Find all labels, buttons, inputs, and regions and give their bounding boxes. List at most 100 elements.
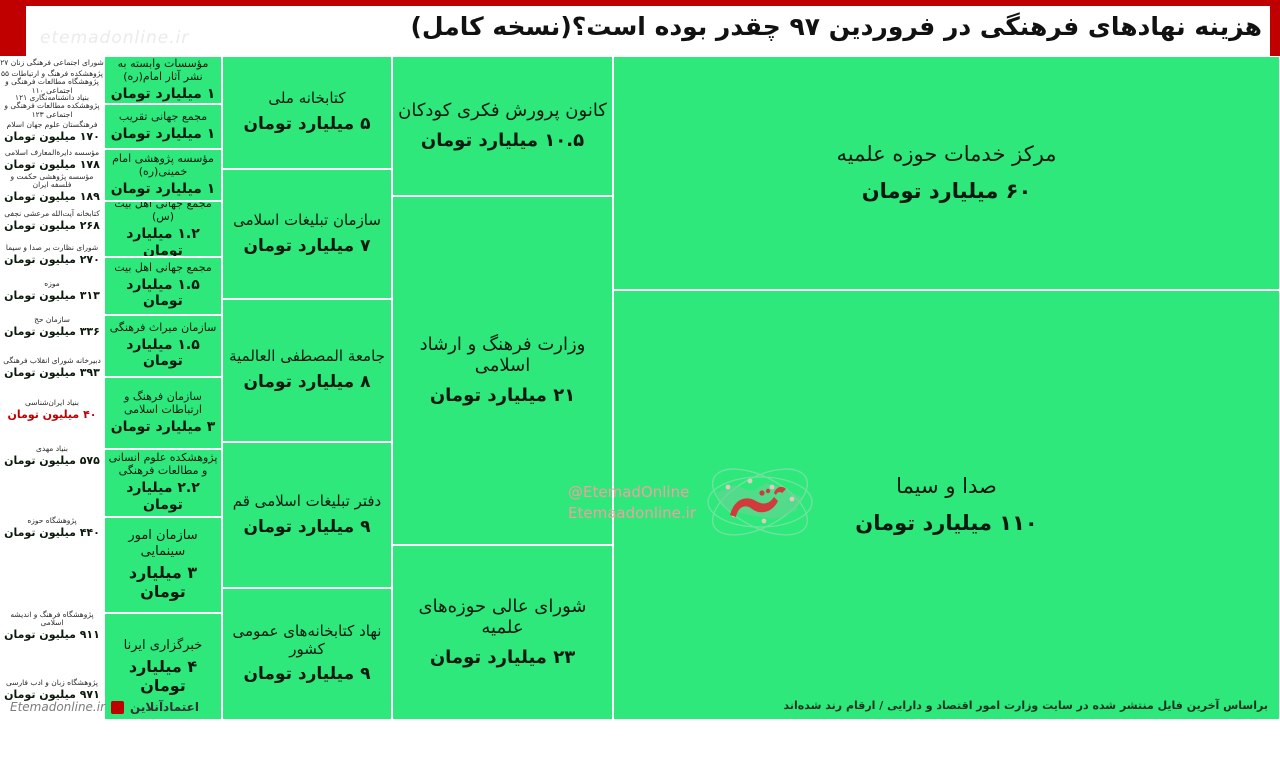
header-accent-right (1270, 6, 1280, 56)
footer-brand: Etemadonline.ir اعتمادآنلاین (10, 700, 199, 714)
list-item-label: دبیرخانه شورای انقلاب فرهنگی (3, 356, 101, 366)
list-item[interactable]: دبیرخانه شورای انقلاب فرهنگی ۳۹۳ میلیون … (0, 348, 104, 388)
list-item-value: ۹۷۱ میلیون تومان (4, 687, 100, 701)
list-item-label: پژوهشگاه مطالعات فرهنگی و اجتماعی ۱۱۰ (5, 76, 99, 95)
tile-value: ۱.۲ میلیارد تومان (126, 226, 200, 257)
treemap-tile[interactable]: کانون پرورش فکری کودکان ۱۰.۵ میلیارد توم… (392, 56, 613, 196)
treemap-tile[interactable]: مؤسسه پژوهشی امام خمینی(ره) ۱ میلیارد تو… (104, 149, 222, 201)
list-item-value: ۲۷۰ میلیون تومان (4, 252, 100, 266)
treemap-tile[interactable]: مجمع جهانی اهل بیت ۱.۵ میلیارد تومان (104, 257, 222, 315)
treemap-tile[interactable]: سازمان امور سینمایی ۳ میلیارد تومان (104, 517, 222, 613)
tile-label: مؤسسه پژوهشی امام خمینی(ره) (112, 151, 214, 178)
list-item[interactable]: شورای اجتماعی فرهنگی زنان ۲۷ (0, 56, 104, 70)
list-item-value: ۵۷۵ میلیون تومان (4, 453, 100, 467)
tile-label: نهاد کتابخانه‌های عمومی کشور (232, 622, 382, 658)
micro-label-column: شورای اجتماعی فرهنگی زنان ۲۷ پژوهشکده فر… (0, 56, 104, 720)
tile-label: سازمان تبلیغات اسلامی (233, 210, 381, 229)
tile-label: دفتر تبلیغات اسلامی قم (232, 491, 382, 510)
nazar-watermark: @nazar (608, 728, 724, 763)
treemap-tile[interactable]: وزارت فرهنگ و ارشاد اسلامی ۲۱ میلیارد تو… (392, 196, 613, 545)
list-item[interactable]: پژوهشکده فرهنگ و ارتباطات ۵۵ (0, 68, 104, 81)
source-note: براساس آخرین فایل منتشر شده در سایت وزار… (783, 699, 1268, 712)
list-item[interactable]: کتابخانه آیت‌الله مرعشی نجفی ۲۶۸ میلیون … (0, 206, 104, 236)
tile-label: مرکز خدمات حوزه علمیه (836, 142, 1057, 167)
treemap-tile[interactable]: نهاد کتابخانه‌های عمومی کشور ۹ میلیارد ت… (222, 588, 392, 720)
tile-label: پژوهشکده علوم انسانی و مطالعات فرهنگی (108, 451, 218, 478)
list-item-label: پژوهشگاه زبان و ادب فارسی (5, 678, 99, 688)
list-item-label: موزه (44, 279, 60, 289)
tile-value: ۶۰ میلیارد تومان (861, 178, 1032, 203)
tile-value: ۹ میلیارد تومان (243, 664, 371, 685)
list-item[interactable]: بنیاد مهدی ۵۷۵ میلیون تومان (0, 436, 104, 476)
treemap-tile[interactable]: سازمان تبلیغات اسلامی ۷ میلیارد تومان (222, 169, 392, 299)
list-item-label: سازمان حج (34, 315, 70, 325)
tile-label: سازمان فرهنگ و ارتباطات اسلامی (124, 389, 202, 416)
tile-label: کتابخانه ملی (268, 89, 346, 108)
list-item[interactable]: پژوهشگاه فرهنگ و اندیشه اسلامی ۹۱۱ میلیو… (0, 604, 104, 648)
tile-value: ۲.۲ میلیارد تومان (126, 480, 200, 513)
list-item[interactable]: موزه ۳۱۳ میلیون تومان (0, 276, 104, 306)
list-item[interactable]: سازمان حج ۳۳۶ میلیون تومان (0, 312, 104, 342)
list-item[interactable]: شورای نظارت بر صدا و سیما ۲۷۰ میلیون توم… (0, 240, 104, 270)
page-title: هزینه نهادهای فرهنگی در فروردین ۹۷ چقدر … (410, 12, 1262, 41)
tile-value: ۳ میلیارد تومان (128, 563, 198, 602)
list-item-label: فرهنگستان علوم جهان اسلام (6, 120, 98, 130)
header-accent-left (0, 6, 26, 56)
tile-value: ۱ میلیارد تومان (110, 85, 216, 102)
tile-value: ۴ میلیارد تومان (128, 656, 198, 696)
list-item[interactable]: فرهنگستان علوم جهان اسلام ۱۷۰ میلیون توم… (0, 118, 104, 146)
list-item-label: کتابخانه آیت‌الله مرعشی نجفی (4, 209, 100, 219)
list-item-value: ۱۷۰ میلیون تومان (4, 129, 100, 143)
tile-label: سازمان میراث فرهنگی (109, 320, 217, 334)
treemap-tile[interactable]: کتابخانه ملی ۵ میلیارد تومان (222, 56, 392, 169)
treemap-tile[interactable]: پژوهشکده علوم انسانی و مطالعات فرهنگی ۲.… (104, 449, 222, 517)
tile-label: سازمان امور سینمایی (128, 528, 198, 559)
list-item[interactable]: مؤسسه پژوهشی حکمت و فلسفه ایران ۱۸۹ میلی… (0, 171, 104, 204)
treemap-tile[interactable]: خبرگزاری ایرنا ۴ میلیارد تومان (104, 613, 222, 720)
treemap-tile[interactable]: سازمان فرهنگ و ارتباطات اسلامی ۳ میلیارد… (104, 377, 222, 449)
list-item[interactable]: بنیاد دانشنامه‌نگاری ۱۲۱ (0, 92, 104, 105)
tile-value: ۵ میلیارد تومان (243, 114, 371, 135)
treemap-tile[interactable]: مجمع جهانی تقریب ۱ میلیارد تومان (104, 104, 222, 149)
list-item[interactable]: پژوهشگاه مطالعات فرهنگی و اجتماعی ۱۱۰ (0, 76, 104, 95)
list-item-label: بنیاد ایران‌شناسی (25, 398, 79, 408)
list-item[interactable]: پژوهشگاه حوزه ۴۴۰ میلیون تومان (0, 508, 104, 548)
tile-value: ۱ میلیارد تومان (110, 180, 216, 197)
treemap-tile[interactable]: صدا و سیما ۱۱۰ میلیارد تومان (613, 290, 1280, 720)
list-item-value: ۹۱۱ میلیون تومان (4, 628, 100, 642)
list-item-label: مؤسسه دایرةالمعارف اسلامی (4, 148, 100, 158)
tile-value: ۸ میلیارد تومان (243, 372, 371, 393)
list-item-label: بنیاد دانشنامه‌نگاری ۱۲۱ (15, 93, 89, 103)
tile-label: مجمع جهانی تقریب (118, 109, 208, 123)
treemap-tile[interactable]: مؤسسات وابسته به نشر آثار امام(ره) ۱ میل… (104, 56, 222, 104)
list-item-value: ۱۷۸ میلیون تومان (4, 157, 100, 171)
treemap-tile[interactable]: شورای عالی حوزه‌های علمیه ۲۳ میلیارد توم… (392, 545, 613, 720)
tile-label: وزارت فرهنگ و ارشاد اسلامی (419, 333, 586, 377)
list-item-label: مؤسسه پژوهشی حکمت و فلسفه ایران (10, 171, 94, 190)
treemap-tile[interactable]: مرکز خدمات حوزه علمیه ۶۰ میلیارد تومان (613, 56, 1280, 290)
list-item-value: ۴۴۰ میلیون تومان (4, 525, 100, 539)
tile-label: مؤسسات وابسته به نشر آثار امام(ره) (117, 56, 209, 83)
tile-value: ۹ میلیارد تومان (243, 516, 371, 537)
treemap-tile[interactable]: مجمع جهانی اهل بیت (س) ۱.۲ میلیارد تومان (104, 201, 222, 257)
tile-label: کانون پرورش فکری کودکان (398, 100, 607, 122)
list-item-value: ۱۸۹ میلیون تومان (4, 190, 100, 204)
tile-label: صدا و سیما (896, 474, 997, 499)
list-item[interactable]: پژوهشکده مطالعات فرهنگی و اجتماعی ۱۲۳ (0, 100, 104, 119)
treemap-tile[interactable]: جامعة المصطفی العالمیة ۸ میلیارد تومان (222, 299, 392, 442)
tile-label: مجمع جهانی اهل بیت (س) (114, 201, 212, 224)
tile-value: ۱۱۰ میلیارد تومان (855, 510, 1038, 535)
list-item[interactable]: مؤسسه دایرةالمعارف اسلامی ۱۷۸ میلیون توم… (0, 146, 104, 174)
tile-value: ۳ میلیارد تومان (110, 418, 216, 435)
treemap-tile[interactable]: سازمان میراث فرهنگی ۱.۵ میلیارد تومان (104, 315, 222, 377)
tile-label: خبرگزاری ایرنا (123, 637, 203, 653)
list-item-label: پژوهشگاه فرهنگ و اندیشه اسلامی (10, 609, 94, 628)
treemap-tile[interactable]: دفتر تبلیغات اسلامی قم ۹ میلیارد تومان (222, 442, 392, 588)
list-item[interactable]: پژوهشگاه زبان و ادب فارسی ۹۷۱ میلیون توم… (0, 668, 104, 712)
list-item-label: پژوهشگاه حوزه (27, 516, 77, 526)
list-item-label: شورای اجتماعی فرهنگی زنان ۲۷ (0, 57, 104, 67)
list-item[interactable]: بنیاد ایران‌شناسی ۴۰ میلیون تومان (0, 392, 104, 428)
etemad-mark-icon (111, 700, 125, 714)
tile-value: ۱ میلیارد تومان (110, 125, 216, 142)
list-item-label: پژوهشکده مطالعات فرهنگی و اجتماعی ۱۲۳ (4, 100, 100, 119)
